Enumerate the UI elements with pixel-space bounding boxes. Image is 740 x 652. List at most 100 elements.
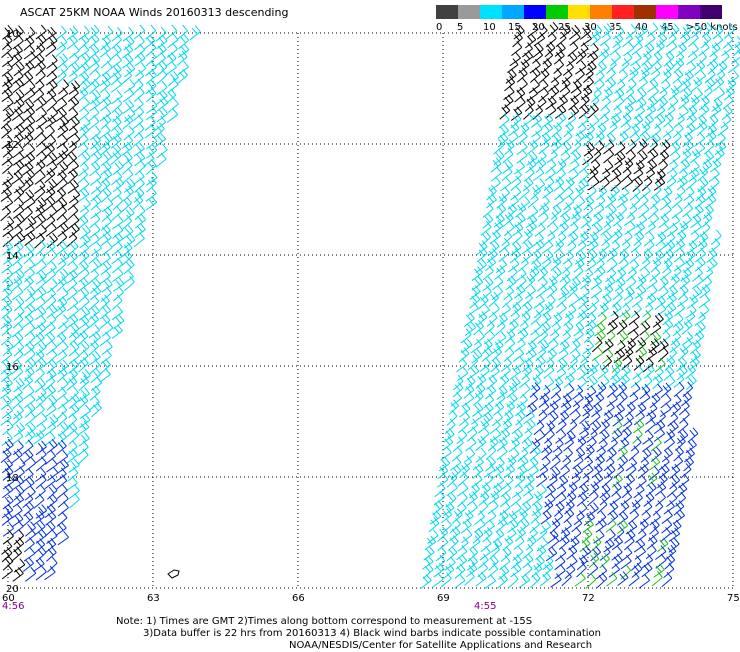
wind-barb — [568, 105, 578, 119]
wind-barb — [36, 25, 46, 39]
wind-barb — [576, 376, 586, 390]
wind-barb — [14, 306, 24, 321]
wind-barb — [498, 125, 509, 139]
wind-barb — [564, 499, 574, 514]
wind-barb — [510, 249, 520, 263]
wind-barb — [122, 44, 133, 58]
wind-barb — [515, 473, 525, 488]
wind-barb — [591, 87, 601, 102]
wind-barb — [515, 96, 525, 110]
wind-barb — [695, 257, 705, 271]
wind-barb — [540, 520, 551, 534]
wind-barb — [643, 302, 653, 317]
lon-label: 66 — [292, 593, 305, 604]
wind-barb — [690, 340, 700, 354]
wind-barb — [555, 185, 565, 200]
wind-barb — [598, 365, 608, 379]
wind-barb — [453, 437, 463, 452]
wind-barb — [505, 140, 515, 155]
wind-barb — [548, 530, 559, 544]
wind-barb — [501, 483, 511, 497]
wind-barb — [629, 249, 639, 263]
wind-barb — [612, 158, 622, 172]
wind-barb — [2, 405, 13, 419]
wind-barb — [638, 464, 648, 478]
wind-barb — [23, 190, 34, 204]
wind-barb — [576, 240, 586, 254]
wind-barb — [674, 239, 685, 253]
wind-barb — [567, 52, 577, 66]
wind-barb — [660, 79, 670, 93]
wind-barb — [123, 100, 134, 114]
wind-barb — [2, 321, 12, 336]
wind-barb — [617, 320, 627, 335]
wind-barb — [496, 203, 506, 218]
wind-barb — [89, 305, 99, 319]
wind-barb — [45, 432, 56, 446]
wind-barb — [3, 97, 13, 111]
wind-barb — [634, 484, 644, 498]
wind-barb — [591, 403, 601, 417]
wind-barb — [649, 466, 659, 480]
wind-barb — [548, 411, 558, 426]
wind-barb — [574, 511, 584, 525]
wind-barb — [574, 448, 585, 462]
wind-barb — [701, 33, 711, 48]
wind-barb — [612, 229, 622, 243]
wind-barb — [709, 168, 720, 182]
wind-barb — [111, 134, 121, 148]
wind-barb — [556, 32, 566, 47]
wind-barb — [602, 24, 612, 38]
wind-barb — [606, 77, 616, 92]
wind-barb — [563, 447, 573, 462]
wind-barb — [585, 445, 595, 460]
wind-barb — [433, 573, 444, 587]
wind-barb — [35, 306, 46, 320]
wind-barb — [89, 34, 99, 48]
wind-barb — [45, 566, 56, 580]
lon-label: 75 — [727, 593, 740, 604]
wind-barb — [56, 522, 67, 536]
wind-barb — [629, 446, 639, 461]
wind-barb — [586, 258, 597, 272]
wind-barb — [473, 528, 483, 543]
wind-barb — [112, 268, 123, 282]
wind-barb — [622, 427, 632, 442]
wind-barb — [492, 276, 502, 290]
wind-barb — [485, 575, 496, 589]
island-outline — [168, 570, 179, 578]
wind-barb — [577, 355, 587, 370]
wind-barb — [642, 554, 653, 568]
wind-barb — [664, 61, 674, 76]
wind-barb — [24, 394, 35, 408]
wind-barb — [617, 194, 628, 208]
wind-barb — [511, 502, 521, 516]
wind-barb — [531, 310, 541, 324]
wind-barb — [441, 447, 452, 461]
wind-barb — [673, 123, 683, 138]
wind-barb — [646, 402, 657, 416]
time-label: 4:55 — [474, 601, 496, 612]
wind-barb — [468, 302, 479, 316]
wind-barb — [476, 448, 486, 462]
wind-barb — [654, 104, 664, 118]
wind-barb — [511, 176, 521, 191]
wind-barb — [102, 207, 112, 222]
wind-barb — [627, 203, 637, 218]
wind-barb — [658, 96, 668, 111]
lat-label: 16 — [6, 362, 19, 373]
wind-barb — [47, 467, 58, 481]
wind-barb — [555, 565, 566, 579]
wind-barb — [622, 52, 632, 66]
wind-barb — [639, 392, 650, 406]
wind-barb — [707, 51, 717, 66]
wind-barb — [464, 571, 474, 586]
wind-barb — [58, 360, 68, 374]
wind-barb — [14, 378, 25, 392]
wind-barb — [102, 279, 113, 293]
wind-barb — [606, 572, 617, 586]
wind-barb — [45, 450, 55, 464]
wind-barb — [34, 403, 44, 418]
wind-barb — [25, 322, 35, 336]
wind-barb — [681, 267, 692, 281]
